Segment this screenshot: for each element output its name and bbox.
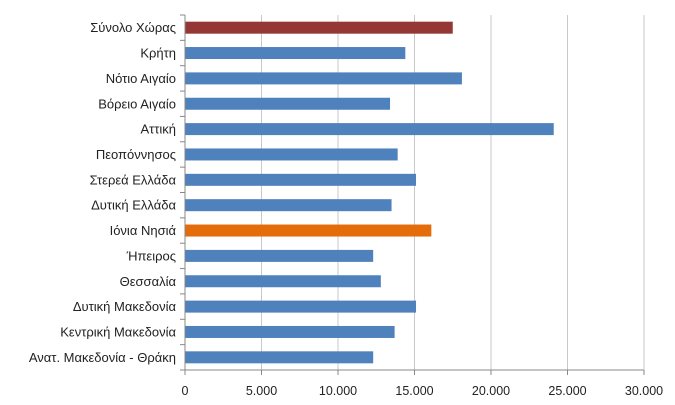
x-tick-label: 30.000 [625,384,663,398]
bar [185,249,374,262]
category-label: Κρήτη [140,46,176,61]
bar [185,351,374,364]
bar [185,224,432,237]
bar [185,173,417,186]
bars [185,21,554,364]
category-label: Ήπειρος [126,248,176,263]
bar [185,123,554,136]
bar [185,148,398,161]
category-label: Δυτική Μακεδονία [73,299,177,314]
x-tick-label: 5.000 [246,384,277,398]
bar [185,199,392,212]
category-label: Ιόνια Νησιά [110,223,177,238]
bar [185,97,391,110]
category-label: Στερεά Ελλάδα [90,172,177,187]
x-tick-label: 20.000 [472,384,510,398]
x-tick-label: 10.000 [319,384,357,398]
category-label: Βόρειο Αιγαίο [98,96,176,111]
category-label: Δυτική Ελλάδα [91,198,176,213]
bar [185,325,395,338]
category-label: Κεντρική Μακεδονία [60,324,176,339]
category-labels: Σύνολο Χώρας Κρήτη Νότιο Αιγαίο Βόρειο Αιγα… [29,20,177,365]
gridlines [261,15,645,370]
x-tick-label: 25.000 [548,384,586,398]
category-label: Θεσσαλία [120,274,177,289]
x-tick-label: 0 [182,384,189,398]
category-label: Ανατ. Μακεδονία - Θράκη [29,350,176,365]
x-tick-labels: 0 5.000 10.000 15.000 20.000 25.000 30.000 [182,384,664,398]
bar [185,300,417,313]
bar [185,275,381,288]
category-label: Αττική [140,122,176,137]
bar [185,72,462,85]
category-label: Νότιο Αιγαίο [106,71,176,86]
bar [185,21,453,34]
bar [185,47,406,60]
category-label: Πεοπόννησος [96,147,176,162]
category-label: Σύνολο Χώρας [90,20,176,35]
axes [180,14,645,375]
x-tick-label: 15.000 [395,384,433,398]
